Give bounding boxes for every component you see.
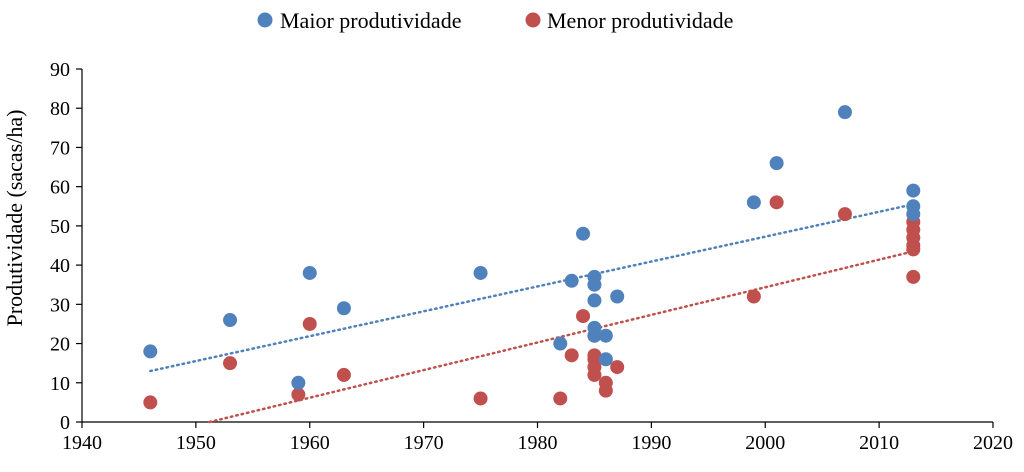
data-point-maior xyxy=(598,328,613,343)
legend-label-menor: Menor produtividade xyxy=(547,8,733,33)
data-point-menor xyxy=(336,367,351,382)
data-point-menor xyxy=(223,356,238,371)
data-point-menor xyxy=(564,348,579,363)
data-point-menor xyxy=(473,391,488,406)
data-point-maior xyxy=(587,277,602,292)
y-tick-label: 60 xyxy=(50,177,70,199)
data-point-maior xyxy=(598,352,613,367)
x-tick-label: 1960 xyxy=(290,432,330,454)
x-tick-label: 1940 xyxy=(62,432,102,454)
data-point-maior xyxy=(906,183,921,198)
data-point-maior xyxy=(143,344,158,359)
legend: Maior produtividade Menor produtividade xyxy=(257,8,733,33)
x-tick-label: 1950 xyxy=(176,432,216,454)
x-tick-label: 2020 xyxy=(973,432,1013,454)
data-point-menor xyxy=(291,387,306,402)
data-point-maior xyxy=(906,207,921,222)
data-point-menor xyxy=(906,242,921,257)
data-point-maior xyxy=(336,301,351,316)
data-point-maior xyxy=(223,313,238,328)
y-tick-label: 20 xyxy=(50,334,70,356)
data-point-menor xyxy=(576,309,591,324)
y-tick-label: 40 xyxy=(50,255,70,277)
data-point-menor xyxy=(906,269,921,284)
x-tick-label: 1990 xyxy=(631,432,671,454)
legend-marker-menor xyxy=(525,12,541,28)
legend-label-maior: Maior produtividade xyxy=(280,8,461,33)
data-points xyxy=(143,105,921,410)
y-tick-label: 0 xyxy=(60,412,70,434)
axes xyxy=(81,69,993,423)
legend-marker-maior xyxy=(257,12,273,28)
trendlines xyxy=(149,203,915,424)
x-tick-label: 1980 xyxy=(518,432,558,454)
x-tick-label: 1970 xyxy=(404,432,444,454)
data-point-maior xyxy=(610,289,625,304)
data-point-menor xyxy=(746,289,761,304)
data-point-maior xyxy=(769,156,784,171)
data-point-maior xyxy=(837,105,852,120)
trendline-maior xyxy=(149,203,915,373)
data-point-maior xyxy=(564,273,579,288)
data-point-maior xyxy=(587,328,602,343)
data-point-menor xyxy=(769,195,784,210)
y-axis-title: Produtividade (sacas/ha) xyxy=(2,110,27,327)
data-point-menor xyxy=(598,383,613,398)
data-point-menor xyxy=(837,207,852,222)
data-point-maior xyxy=(746,195,761,210)
y-tick-label: 50 xyxy=(50,216,70,238)
data-point-maior xyxy=(473,265,488,280)
data-point-menor xyxy=(553,391,568,406)
data-point-menor xyxy=(143,395,158,410)
data-point-maior xyxy=(291,375,306,390)
data-point-menor xyxy=(587,367,602,382)
data-point-maior xyxy=(553,336,568,351)
x-tick-label: 2000 xyxy=(745,432,785,454)
data-point-maior xyxy=(587,293,602,308)
y-tick-label: 10 xyxy=(50,373,70,395)
x-ticks: 1940 1950 1960 1970 1980 1990 2000 2010 2020 xyxy=(62,422,1013,454)
x-tick-label: 2010 xyxy=(859,432,899,454)
y-ticks: 0 10 20 30 40 50 60 70 80 90 xyxy=(50,59,82,434)
data-point-maior xyxy=(302,265,317,280)
data-point-maior xyxy=(576,226,591,241)
y-tick-label: 30 xyxy=(50,294,70,316)
data-point-menor xyxy=(302,316,317,331)
y-tick-label: 90 xyxy=(50,59,70,81)
data-point-menor xyxy=(610,360,625,375)
y-tick-label: 70 xyxy=(50,137,70,159)
y-tick-label: 80 xyxy=(50,98,70,120)
